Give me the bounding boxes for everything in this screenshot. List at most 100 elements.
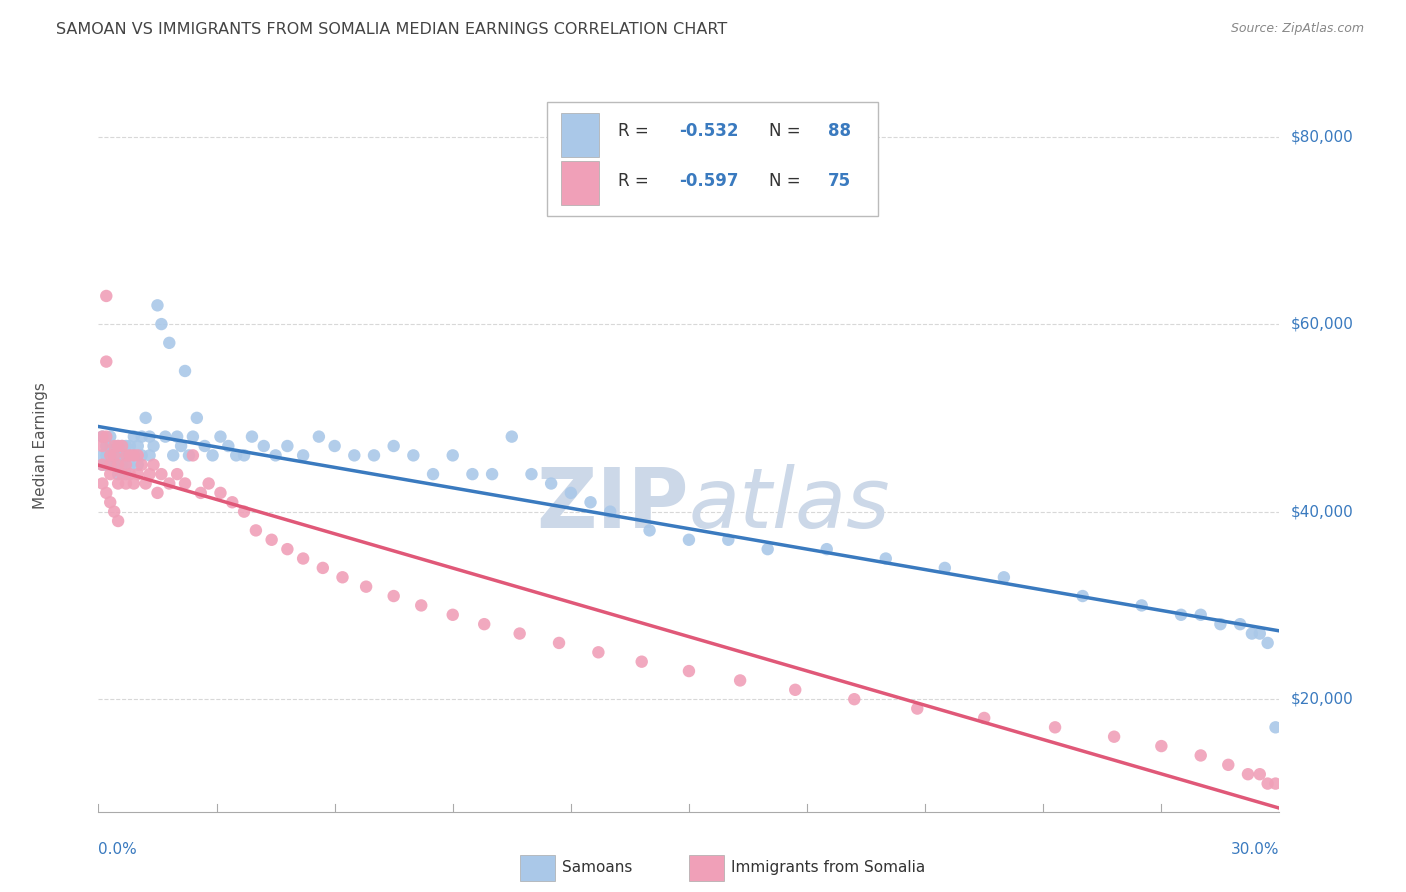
Point <box>276 439 298 453</box>
Point <box>186 410 208 425</box>
Point <box>131 458 153 472</box>
Text: $80,000: $80,000 <box>1291 129 1354 144</box>
Point <box>91 439 114 453</box>
Point <box>96 289 118 303</box>
Point <box>166 429 188 443</box>
Point <box>115 458 138 472</box>
Point <box>107 439 129 453</box>
Point <box>96 486 118 500</box>
Point <box>138 467 160 482</box>
Point <box>201 449 224 463</box>
Point <box>127 439 149 453</box>
Text: Median Earnings: Median Earnings <box>32 383 48 509</box>
Point <box>1249 626 1271 640</box>
Point <box>138 429 160 443</box>
Point <box>209 486 232 500</box>
Point <box>1218 757 1240 772</box>
Point <box>91 458 114 472</box>
Point <box>382 589 405 603</box>
Point <box>1209 617 1232 632</box>
Point <box>146 298 169 312</box>
Point <box>588 645 610 659</box>
Point <box>107 439 129 453</box>
Point <box>560 486 582 500</box>
Point <box>155 429 177 443</box>
Point <box>107 458 129 472</box>
Point <box>122 449 145 463</box>
Point <box>1071 589 1094 603</box>
Point <box>115 476 138 491</box>
Point <box>1240 626 1263 640</box>
FancyBboxPatch shape <box>561 161 599 204</box>
Text: R =: R = <box>619 122 654 140</box>
Text: N =: N = <box>769 172 806 190</box>
Point <box>111 439 134 453</box>
Point <box>815 542 838 557</box>
Point <box>122 449 145 463</box>
Point <box>98 458 121 472</box>
Point <box>1257 636 1279 650</box>
Point <box>363 449 385 463</box>
Point <box>1237 767 1260 781</box>
Point <box>170 439 193 453</box>
Point <box>118 467 141 482</box>
Point <box>973 711 995 725</box>
Point <box>1249 767 1271 781</box>
Point <box>308 429 330 443</box>
Point <box>312 561 335 575</box>
Point <box>103 449 125 463</box>
Point <box>756 542 779 557</box>
Point <box>225 449 247 463</box>
Point <box>115 439 138 453</box>
Point <box>785 682 807 697</box>
FancyBboxPatch shape <box>561 113 599 157</box>
Point <box>875 551 897 566</box>
Point <box>107 514 129 528</box>
Point <box>91 429 114 443</box>
Text: -0.597: -0.597 <box>679 172 740 190</box>
Point <box>323 439 346 453</box>
Point <box>905 701 928 715</box>
Text: N =: N = <box>769 122 806 140</box>
Point <box>150 467 173 482</box>
Point <box>98 495 121 509</box>
Point <box>217 439 239 453</box>
Point <box>1189 607 1212 622</box>
Point <box>122 476 145 491</box>
Point <box>118 458 141 472</box>
Point <box>107 476 129 491</box>
Point <box>1043 720 1066 734</box>
Point <box>103 505 125 519</box>
Point <box>174 476 197 491</box>
Point <box>197 476 219 491</box>
Point <box>115 449 138 463</box>
Point <box>233 449 256 463</box>
Point <box>146 486 169 500</box>
Point <box>402 449 425 463</box>
Point <box>127 467 149 482</box>
Point <box>96 439 118 453</box>
Point <box>96 429 118 443</box>
Point <box>181 429 204 443</box>
Point <box>240 429 263 443</box>
Text: ZIP: ZIP <box>537 464 689 545</box>
Point <box>221 495 243 509</box>
Point <box>1229 617 1251 632</box>
Point <box>96 449 118 463</box>
Point <box>115 449 138 463</box>
Point <box>520 467 543 482</box>
Point <box>1170 607 1192 622</box>
Point <box>157 476 180 491</box>
Point <box>579 495 602 509</box>
Point <box>332 570 354 584</box>
Point <box>98 439 121 453</box>
Point <box>678 664 700 678</box>
Point <box>599 505 621 519</box>
Point <box>174 364 197 378</box>
Point <box>509 626 531 640</box>
Point <box>91 449 114 463</box>
Point <box>422 467 444 482</box>
Point <box>166 467 188 482</box>
Point <box>1130 599 1153 613</box>
Point <box>233 505 256 519</box>
